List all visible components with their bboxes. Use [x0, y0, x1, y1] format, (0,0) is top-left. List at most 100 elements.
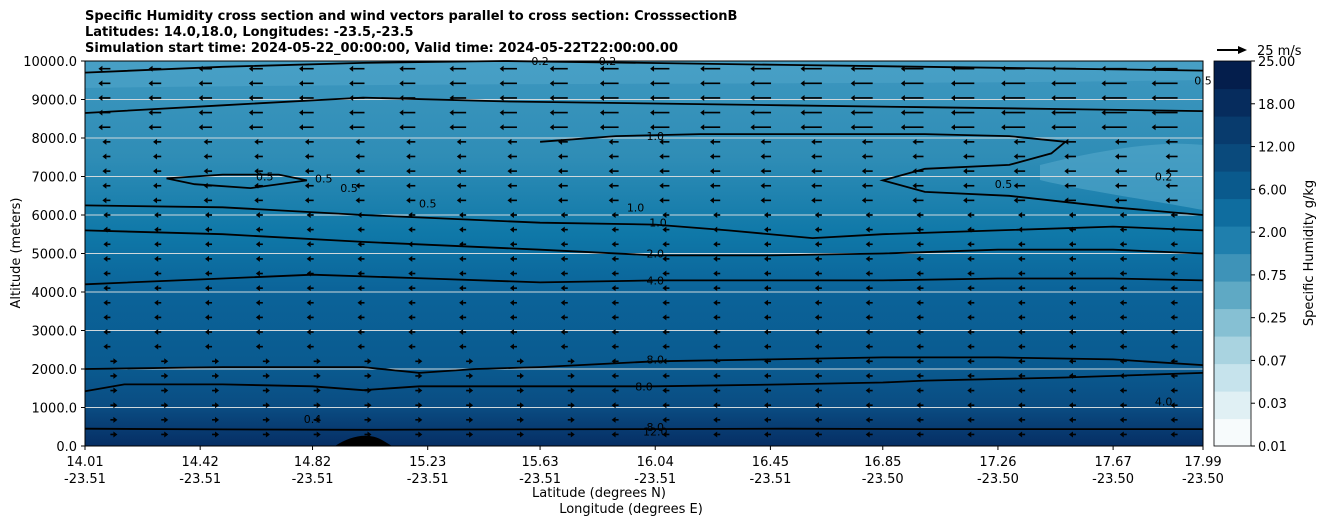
wind-vector-head	[1119, 431, 1124, 438]
colorbar-segment	[1214, 418, 1251, 447]
wind-vector-head	[560, 226, 565, 233]
y-tick-label: 5000.0	[32, 248, 78, 263]
wind-vector-head	[814, 329, 819, 336]
wind-vector-head	[662, 314, 667, 321]
wind-vector-head	[248, 94, 253, 101]
wind-vector-head	[519, 402, 524, 409]
wind-vector-head	[611, 241, 616, 248]
wind-vector-head	[1119, 212, 1124, 218]
wind-vector-head	[304, 182, 309, 189]
colorbar-segment	[1214, 391, 1251, 420]
wind-vector-head	[519, 372, 524, 379]
wind-vector-head	[599, 109, 604, 116]
wind-vector-head	[570, 402, 575, 409]
wind-vector-head	[205, 270, 210, 277]
wind-vector-head	[306, 270, 311, 277]
wind-vector-head	[406, 168, 411, 175]
wind-vector-head	[316, 416, 321, 423]
contour-line-0.5	[84, 96, 1204, 114]
wind-vector-head	[255, 226, 260, 233]
wind-vector-head	[1018, 431, 1023, 438]
wind-vector-head	[764, 431, 769, 438]
wind-vector-head	[611, 226, 616, 233]
wind-vector-head	[662, 358, 667, 365]
wind-vector-head	[900, 65, 905, 72]
wind-vector-head	[814, 402, 819, 409]
wind-vector-head	[153, 153, 158, 160]
wind-vector-head	[611, 255, 616, 262]
wind-vector-head	[1119, 299, 1124, 306]
colorbar-label: Specific Humidity g/kg	[1302, 180, 1317, 326]
wind-vector-head	[418, 372, 423, 379]
wind-vector-head	[662, 416, 667, 423]
y-tick-label: 10000.0	[23, 55, 77, 70]
wind-vector-head	[611, 343, 616, 350]
wind-vector-head	[1101, 124, 1106, 131]
wind-vector-head	[916, 255, 921, 262]
wind-vector-head	[316, 387, 321, 394]
wind-vector-head	[499, 80, 504, 87]
wind-vector-head	[469, 402, 474, 409]
wind-vector-head	[306, 314, 311, 321]
wind-vector-head	[509, 343, 514, 350]
wind-vector-head	[1018, 299, 1023, 306]
wind-vectors	[98, 65, 1178, 438]
contour-line-0.5	[166, 173, 308, 190]
x-tick-label-lat: 16.85	[864, 455, 901, 470]
wind-vector-head	[967, 285, 972, 292]
wind-vector-head	[1170, 358, 1175, 365]
wind-vector-head	[814, 314, 819, 321]
wind-vector-head	[102, 197, 107, 204]
wind-vector-head	[662, 299, 667, 306]
x-tick-label-lat: 15.63	[521, 455, 558, 470]
wind-vector-head	[306, 329, 311, 336]
wind-vector-head	[113, 358, 118, 365]
wind-vector-head	[198, 65, 203, 72]
wind-vector-head	[1165, 153, 1170, 160]
wind-vector-head	[865, 358, 870, 365]
wind-vector-head	[306, 255, 311, 262]
wind-vector-head	[304, 153, 309, 160]
wind-vector-head	[154, 314, 159, 321]
wind-vector-head	[800, 94, 805, 101]
colorbar-segment	[1214, 171, 1251, 200]
wind-vector-head	[764, 387, 769, 394]
wind-vector-head	[861, 153, 866, 160]
wind-vector-head	[1101, 65, 1106, 72]
wind-vector-head	[963, 153, 968, 160]
x-tick-label-lon: -23.51	[519, 472, 561, 487]
wind-vector-head	[98, 80, 103, 87]
wind-vector-head	[1018, 285, 1023, 292]
wind-vector-head	[814, 343, 819, 350]
wind-vector-head	[509, 285, 514, 292]
wind-vector-head	[456, 138, 461, 145]
wind-vector-head	[713, 226, 718, 233]
wind-vector-head	[459, 226, 464, 233]
wind-vector-head	[1170, 226, 1175, 233]
wind-vector-head	[861, 182, 866, 189]
wind-vector-head	[1001, 80, 1006, 87]
wind-vector-head	[459, 299, 464, 306]
x-tick-label-lon: -23.51	[179, 472, 221, 487]
wind-vector-head	[408, 314, 413, 321]
wind-vector-head	[811, 138, 816, 145]
wind-vector-head	[850, 65, 855, 72]
wind-vector-head	[205, 329, 210, 336]
wind-vector-head	[814, 431, 819, 438]
wind-vector-head	[164, 402, 169, 409]
wind-vector-head	[248, 109, 253, 116]
wind-vector-head	[963, 168, 968, 175]
wind-vector-head	[1170, 387, 1175, 394]
wind-vector-head	[1068, 329, 1073, 336]
wind-vector-head	[861, 138, 866, 145]
wind-vector-head	[265, 416, 270, 423]
wind-vector-head	[760, 197, 765, 204]
wind-vector-head	[98, 65, 103, 72]
wind-vector-head	[700, 80, 705, 87]
wind-vector-head	[349, 109, 354, 116]
wind-vector-head	[549, 65, 554, 72]
wind-vector-head	[215, 402, 220, 409]
wind-vector-head	[255, 270, 260, 277]
wind-vector-head	[205, 285, 210, 292]
wind-vector-head	[102, 138, 107, 145]
